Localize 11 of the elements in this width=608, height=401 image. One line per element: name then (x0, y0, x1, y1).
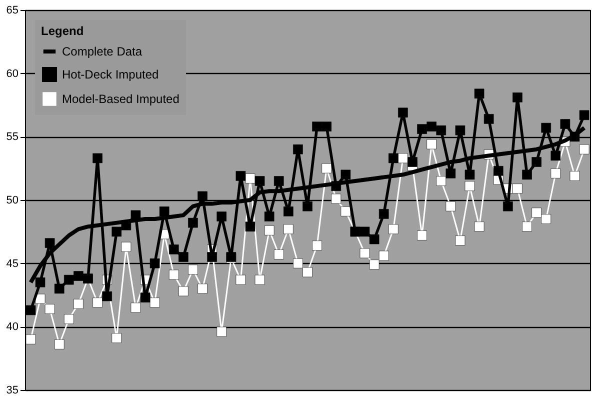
legend-title: Legend (41, 24, 84, 38)
y-tick-label: 50 (6, 194, 18, 206)
y-tick-label: 45 (6, 258, 18, 270)
y-tick-label: 65 (6, 4, 18, 16)
legend-label: Hot-Deck Imputed (62, 68, 159, 82)
y-tick-label: 35 (6, 384, 18, 396)
y-tick-label: 40 (6, 321, 18, 334)
legend-label: Complete Data (62, 44, 142, 58)
y-tick-label: 55 (6, 131, 18, 144)
legend-label: Model-Based Imputed (62, 92, 180, 106)
y-tick-label: 60 (6, 68, 18, 80)
